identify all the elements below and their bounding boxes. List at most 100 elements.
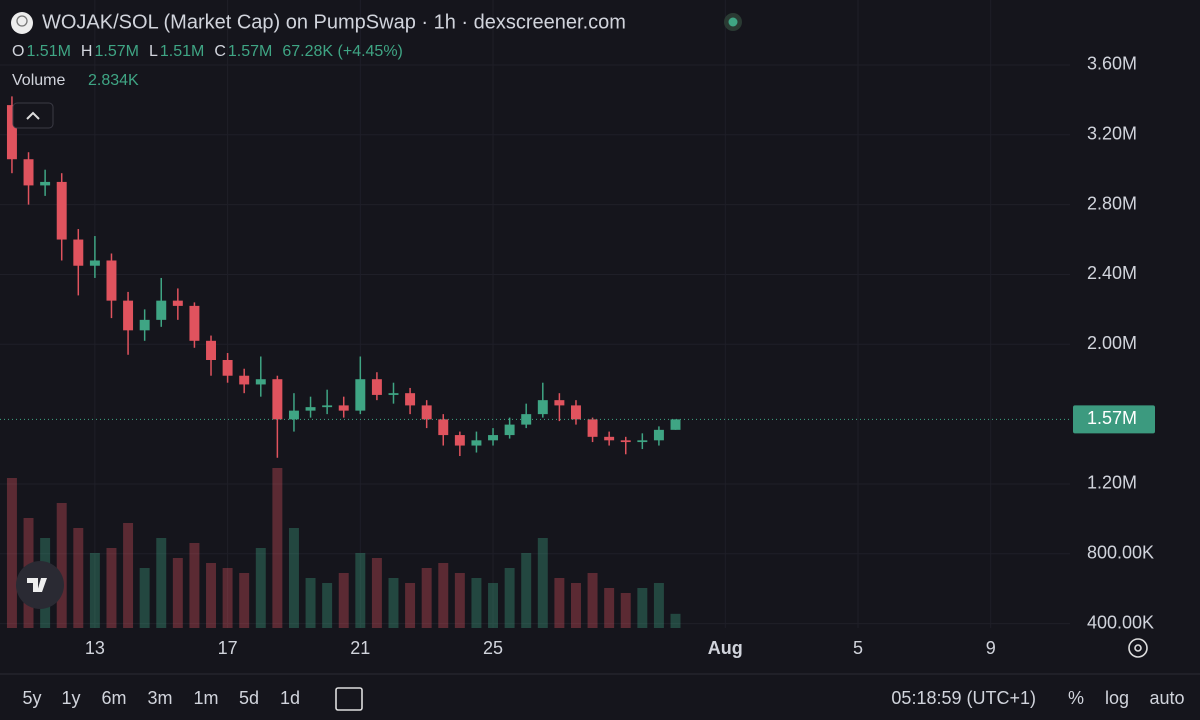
- volume-bar: [454, 573, 465, 628]
- candle-body: [388, 393, 399, 395]
- collapse-button[interactable]: [12, 102, 54, 129]
- volume-value: 2.834K: [88, 72, 139, 89]
- clock: 05:18:59 (UTC+1): [891, 688, 1036, 708]
- volume-bar: [355, 553, 366, 628]
- volume-bar: [106, 548, 117, 628]
- volume-bar: [239, 573, 250, 628]
- candle-body: [189, 305, 200, 341]
- volume-bar: [604, 588, 615, 628]
- volume-bar: [504, 568, 515, 628]
- ohlc-key: L: [149, 43, 158, 60]
- volume-bar: [172, 558, 183, 628]
- ohlc-value: 1.51M: [160, 43, 204, 60]
- candle-body: [537, 400, 548, 415]
- token-icon: [11, 12, 33, 34]
- volume-bar: [189, 543, 200, 628]
- settings-icon-core: [1134, 644, 1142, 652]
- volume-bar: [488, 583, 499, 628]
- candle-body: [288, 410, 299, 420]
- candle-body: [604, 436, 615, 441]
- date-range-icon[interactable]: [335, 687, 363, 711]
- ohlc-key: H: [81, 43, 93, 60]
- candle-body: [488, 435, 499, 441]
- volume-bar: [471, 578, 482, 628]
- volume-bar: [405, 583, 416, 628]
- volume-bar: [587, 573, 598, 628]
- settings-icon[interactable]: [1128, 638, 1148, 658]
- candle-body: [620, 440, 631, 443]
- range-button[interactable]: 1d: [280, 688, 300, 708]
- range-button[interactable]: 5y: [22, 688, 41, 708]
- range-button[interactable]: 3m: [147, 688, 172, 708]
- candle-body: [255, 379, 266, 385]
- y-tick-label: 3.60M: [1087, 54, 1137, 74]
- ohlc-key: C: [214, 43, 226, 60]
- y-tick-label: 2.00M: [1087, 333, 1137, 353]
- token-face: [16, 15, 28, 27]
- y-tick-label: 400.00K: [1087, 612, 1154, 632]
- ohlc-row: O 1.51M H 1.57M L 1.51M C 1.57M 67.28K (+4.45%): [12, 43, 403, 60]
- scale-option[interactable]: auto: [1149, 688, 1184, 708]
- scale-option[interactable]: log: [1105, 688, 1129, 708]
- candle-body: [106, 260, 117, 301]
- volume-bar: [222, 568, 233, 628]
- range-button[interactable]: 1y: [61, 688, 80, 708]
- candle-body: [89, 260, 100, 266]
- candle-body: [521, 414, 532, 425]
- x-tick-label: 25: [483, 638, 503, 658]
- ohlc-value: 1.57M: [228, 43, 272, 60]
- candle-body: [139, 319, 150, 331]
- candle-body: [554, 400, 565, 406]
- range-button[interactable]: 1m: [193, 688, 218, 708]
- volume-title: Volume: [12, 72, 65, 89]
- candle-body: [471, 440, 482, 446]
- ohlc-value: 1.57M: [94, 43, 138, 60]
- candle-body: [123, 300, 134, 331]
- ohlc-value: 1.51M: [26, 43, 70, 60]
- y-tick-label: 1.20M: [1087, 473, 1137, 493]
- x-tick-label: Aug: [708, 638, 743, 658]
- volume-bar: [537, 538, 548, 628]
- volume-bar: [438, 563, 449, 628]
- volume-bar: [139, 568, 150, 628]
- candle-body: [322, 405, 333, 408]
- toolbar: 5y 1y 6m 3m 1m 5d 1d 05:18:59 (UTC+1)% log auto: [22, 688, 1184, 708]
- candle-body: [355, 379, 366, 411]
- x-tick-label: 5: [853, 638, 863, 658]
- candle-body: [438, 419, 449, 436]
- volume-bar: [89, 553, 100, 628]
- candle-body: [6, 105, 17, 160]
- volume-bar: [421, 568, 432, 628]
- range-button[interactable]: 5d: [239, 688, 259, 708]
- grid: [0, 0, 1070, 628]
- candle-body: [172, 300, 183, 306]
- x-tick-label: 17: [218, 638, 238, 658]
- y-tick-label: 2.80M: [1087, 193, 1137, 213]
- candle-body: [222, 360, 233, 376]
- ohlc-change: 67.28K (+4.45%): [282, 43, 403, 60]
- volume-bar: [206, 563, 216, 628]
- collapse-icon: [26, 111, 40, 120]
- range-button[interactable]: 6m: [101, 688, 126, 708]
- candle-body: [40, 181, 51, 186]
- candle-body: [570, 405, 581, 420]
- volume-bar: [653, 583, 664, 628]
- volume-bar: [338, 573, 349, 628]
- volume-bar: [288, 528, 299, 628]
- candle-body: [405, 393, 416, 406]
- candle-body: [305, 407, 316, 411]
- candle-body: [338, 405, 349, 411]
- x-tick-label: 13: [85, 638, 105, 658]
- scale-option[interactable]: %: [1068, 688, 1084, 708]
- volume-bar: [570, 583, 581, 628]
- volume-bar: [156, 538, 167, 628]
- volume-bar: [670, 613, 681, 628]
- volume-bar: [620, 593, 631, 628]
- last-price-label: 1.57M: [1087, 408, 1137, 428]
- volume-bar: [371, 558, 382, 628]
- candle-body: [206, 340, 216, 361]
- volume-bar: [554, 578, 565, 628]
- candle-body: [637, 440, 648, 443]
